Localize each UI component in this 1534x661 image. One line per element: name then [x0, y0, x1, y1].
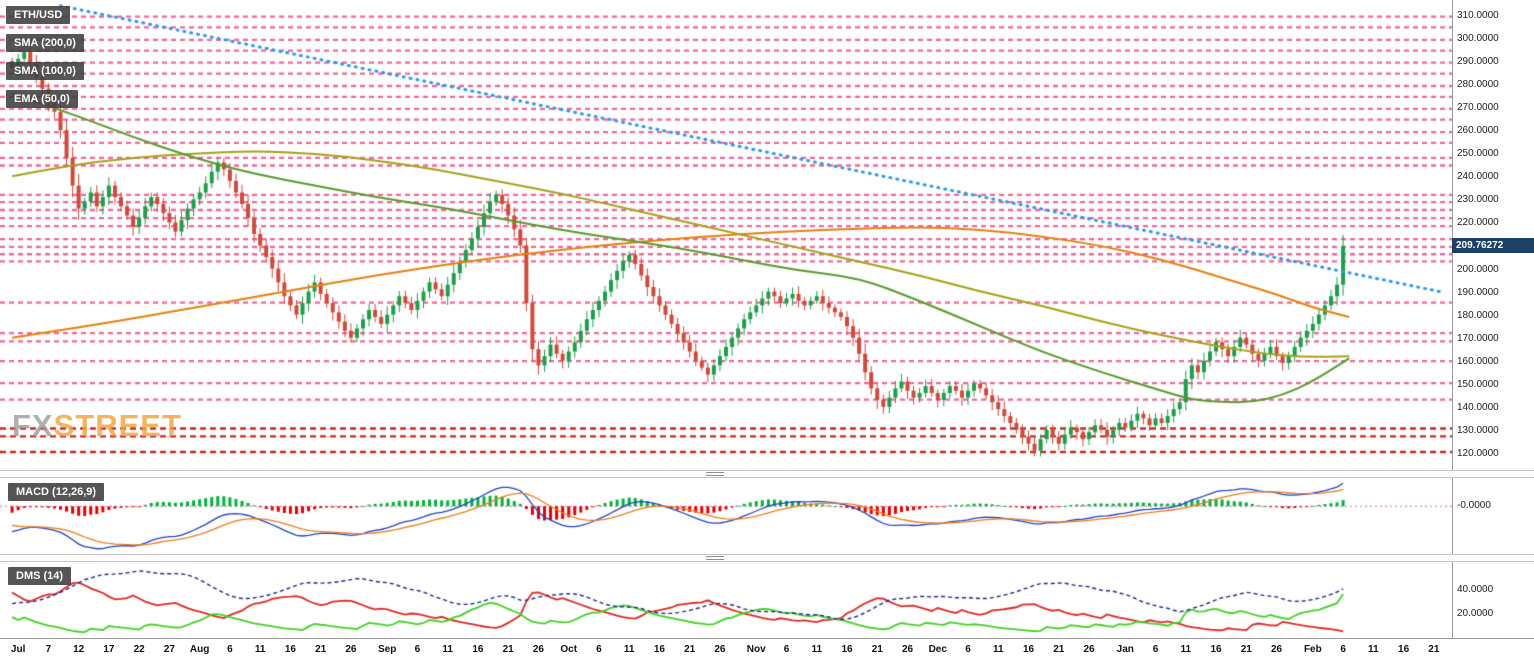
fxstreet-watermark-fx: FX — [12, 408, 54, 443]
macd-canvas[interactable] — [0, 478, 1452, 554]
time-axis-label: 21 — [871, 644, 883, 655]
time-axis-label: 21 — [1053, 644, 1065, 655]
price-axis-label: 140.0000 — [1457, 401, 1499, 413]
time-axis-label: Jan — [1116, 644, 1134, 655]
splitter-grip-icon[interactable] — [706, 556, 724, 561]
macd-label-badge[interactable]: MACD (12,26,9) — [8, 483, 105, 501]
time-axis-label: 21 — [315, 644, 327, 655]
time-axis-label: 6 — [596, 644, 602, 655]
time-axis-label: 16 — [472, 644, 484, 655]
time-axis-label: 11 — [1368, 644, 1379, 655]
time-axis-label: 11 — [1180, 644, 1192, 655]
price-axis-label: 190.0000 — [1457, 286, 1499, 298]
time-axis[interactable]: Jul 7 12 17 22 27 Aug 6 11 16 21 26 Sep 6 11 16 21 26 Oct 6… — [0, 638, 1534, 661]
time-axis-label: 21 — [502, 644, 514, 655]
fxstreet-watermark-street: STREET — [53, 408, 182, 443]
time-axis-label: Dec — [928, 644, 947, 655]
price-axis-label: 300.0000 — [1457, 33, 1499, 45]
time-axis-label: 27 — [163, 644, 175, 655]
time-axis-label: 11 — [992, 644, 1004, 655]
time-axis-label: 6 — [1152, 644, 1159, 655]
time-axis-label: 16 — [841, 644, 853, 655]
price-axis-label: 120.0000 — [1457, 447, 1499, 459]
time-axis-label: 21 — [684, 644, 696, 655]
price-axis-label: 150.0000 — [1457, 378, 1499, 390]
price-axis-label: 290.0000 — [1457, 56, 1499, 68]
time-axis-label: Feb — [1303, 644, 1322, 655]
time-axis-label: 11 — [811, 644, 823, 655]
time-axis-label: 26 — [1083, 644, 1095, 655]
main-canvas[interactable] — [0, 0, 1452, 470]
time-axis-label: 16 — [653, 644, 665, 655]
price-axis-label: 280.0000 — [1457, 79, 1499, 91]
time-axis-label: 16 — [1022, 644, 1035, 655]
sma100-legend-badge[interactable]: SMA (100,0) — [6, 62, 84, 80]
time-axis-label: 7 — [45, 644, 52, 655]
time-axis-label: 26 — [1270, 644, 1283, 655]
time-axis-label: 16 — [1210, 644, 1222, 655]
time-axis-label: Oct — [560, 644, 578, 655]
price-axis-label: 250.0000 — [1457, 148, 1499, 160]
time-axis-label: 12 — [73, 644, 85, 655]
time-axis-label: 16 — [284, 644, 296, 655]
time-axis-label: 11 — [254, 644, 266, 655]
dms-axis-label: 40.0000 — [1457, 583, 1494, 595]
price-axis-label: 130.0000 — [1457, 424, 1499, 436]
time-axis-label: Jul — [10, 644, 26, 655]
time-axis-label: 6 — [783, 644, 790, 655]
price-axis-label: 200.0000 — [1457, 263, 1499, 275]
macd-zero-axis-label: -0.0000 — [1457, 500, 1491, 512]
time-axis-label: 11 — [623, 644, 635, 655]
fxstreet-watermark: FXSTREET — [12, 408, 182, 444]
time-axis-label: 21 — [1240, 644, 1252, 655]
ema50-legend-badge[interactable]: EMA (50,0) — [6, 90, 78, 108]
macd-pane: MACD (12,26,9) -0.0000 — [0, 478, 1534, 554]
time-axis-label: 6 — [414, 644, 421, 655]
time-axis-label: Aug — [189, 644, 210, 655]
price-axis-label: 230.0000 — [1457, 194, 1499, 206]
sma200-legend-badge[interactable]: SMA (200,0) — [6, 34, 84, 52]
price-axis-label: 310.0000 — [1457, 9, 1499, 21]
price-axis[interactable]: 310.0000 300.0000 290.0000 280.0000 270.0000… — [1453, 0, 1533, 470]
dms-canvas[interactable] — [0, 562, 1452, 638]
time-axis-label: 21 — [1428, 644, 1440, 655]
dms-axis-label: 20.0000 — [1457, 608, 1494, 620]
time-axis-label: 6 — [1340, 644, 1346, 655]
price-axis-label: 180.0000 — [1457, 309, 1499, 321]
dms-pane: DMS (14) 40.0000 20.0000 — [0, 562, 1534, 638]
axis-divider-line — [1452, 0, 1453, 638]
dms-label-badge[interactable]: DMS (14) — [8, 567, 72, 585]
main-chart-pane: ETH/USD SMA (200,0) SMA (100,0) EMA (50,… — [0, 0, 1534, 470]
pane-splitter-1[interactable] — [0, 470, 1534, 478]
time-axis-label: 17 — [103, 644, 115, 655]
time-axis-label: 26 — [345, 644, 357, 655]
symbol-badge[interactable]: ETH/USD — [6, 6, 71, 24]
time-axis-label: 11 — [442, 644, 453, 655]
price-axis-label: 170.0000 — [1457, 332, 1499, 344]
price-axis-label: 270.0000 — [1457, 102, 1499, 114]
price-axis-label: 260.0000 — [1457, 125, 1499, 137]
price-axis-label: 160.0000 — [1457, 355, 1499, 367]
time-axis-label: Sep — [378, 644, 397, 655]
price-axis-label: 220.0000 — [1457, 217, 1499, 229]
price-axis-label: 240.0000 — [1457, 171, 1499, 183]
time-axis-label: Nov — [746, 644, 766, 655]
time-axis-label: 26 — [532, 644, 544, 655]
time-axis-label: 6 — [227, 644, 233, 655]
dms-axis: 40.0000 20.0000 — [1457, 562, 1533, 638]
time-axis-label: 22 — [133, 644, 145, 655]
last-price-badge: 209.76272 — [1452, 238, 1534, 254]
time-axis-label: 16 — [1398, 644, 1410, 655]
time-axis-label: 26 — [714, 644, 726, 655]
time-axis-label: 6 — [965, 644, 971, 655]
splitter-grip-icon[interactable] — [706, 472, 724, 477]
time-axis-label: 26 — [901, 644, 914, 655]
indicator-legend: ETH/USD SMA (200,0) SMA (100,0) EMA (50,… — [6, 6, 84, 108]
pane-splitter-2[interactable] — [0, 554, 1534, 562]
